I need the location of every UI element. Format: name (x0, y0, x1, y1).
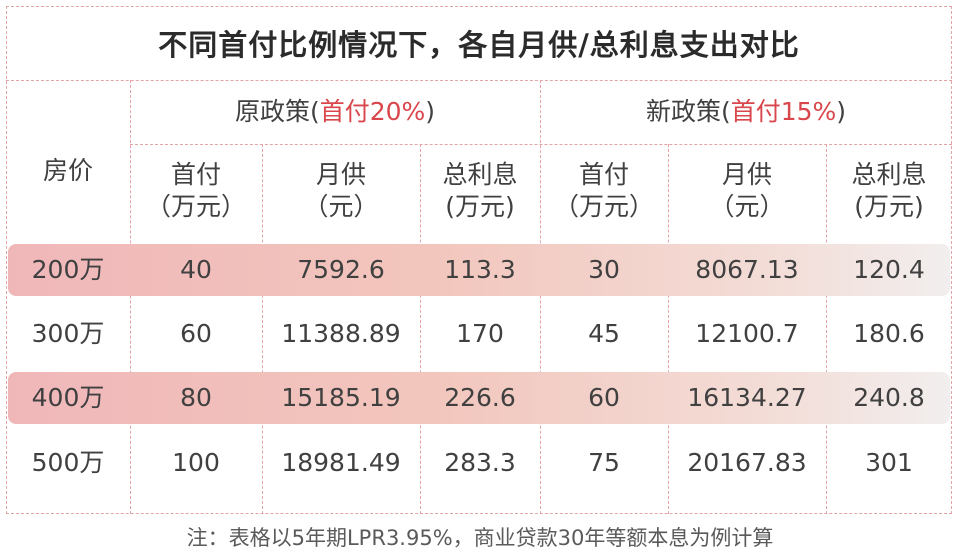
header-new-monthly: 月供 （元） (709, 159, 785, 222)
title-divider (6, 80, 952, 81)
header-new-down-payment: 首付 （万元） (553, 159, 654, 222)
row-price: 300万 (31, 318, 105, 348)
row-old-monthly: 18981.49 (281, 447, 401, 477)
footnote: 注：表格以5年期LPR3.95%，商业贷款30年等额本息为例计算 (186, 526, 774, 550)
column-divider (420, 144, 421, 514)
row-new-down: 75 (588, 447, 620, 477)
column-divider (262, 144, 263, 514)
row-new-interest: 120.4 (853, 254, 925, 284)
row-new-interest: 180.6 (853, 318, 925, 348)
row-new-down: 30 (588, 254, 620, 284)
row-new-monthly: 12100.7 (695, 318, 799, 348)
column-divider (540, 80, 541, 514)
row-old-interest: 170 (456, 318, 504, 348)
column-divider (130, 80, 131, 514)
row-new-monthly: 16134.27 (687, 382, 807, 412)
header-price: 房价 (42, 155, 93, 185)
row-old-interest: 226.6 (444, 382, 516, 412)
column-divider (826, 144, 827, 514)
row-old-interest: 283.3 (444, 447, 516, 477)
header-old-policy: 原政策(首付20%) (234, 96, 436, 126)
table-frame (6, 6, 952, 514)
row-old-down: 80 (180, 382, 212, 412)
row-new-interest: 240.8 (853, 382, 925, 412)
row-price: 200万 (31, 254, 105, 284)
table-title: 不同首付比例情况下，各自月供/总利息支出对比 (158, 28, 800, 62)
row-price: 400万 (31, 382, 105, 412)
row-old-monthly: 7592.6 (297, 254, 385, 284)
header-new-interest: 总利息 (万元) (851, 159, 927, 222)
row-new-down: 45 (588, 318, 620, 348)
row-old-interest: 113.3 (444, 254, 516, 284)
row-new-interest: 301 (865, 447, 913, 477)
row-old-monthly: 15185.19 (281, 382, 401, 412)
row-highlight-band (8, 372, 950, 424)
header-old-interest: 总利息 (万元) (442, 159, 518, 222)
header-old-monthly: 月供 （元） (303, 159, 379, 222)
row-old-down: 60 (180, 318, 212, 348)
column-divider (668, 144, 669, 514)
row-old-monthly: 11388.89 (281, 318, 401, 348)
row-highlight-band (8, 244, 950, 296)
row-new-monthly: 20167.83 (687, 447, 807, 477)
row-price: 500万 (31, 447, 105, 477)
header-new-policy: 新政策(首付15%) (645, 96, 847, 126)
row-new-monthly: 8067.13 (695, 254, 799, 284)
row-old-down: 100 (172, 447, 220, 477)
row-new-down: 60 (588, 382, 620, 412)
row-old-down: 40 (180, 254, 212, 284)
header-old-down-payment: 首付 （万元） (145, 159, 246, 222)
group-divider (130, 144, 952, 145)
